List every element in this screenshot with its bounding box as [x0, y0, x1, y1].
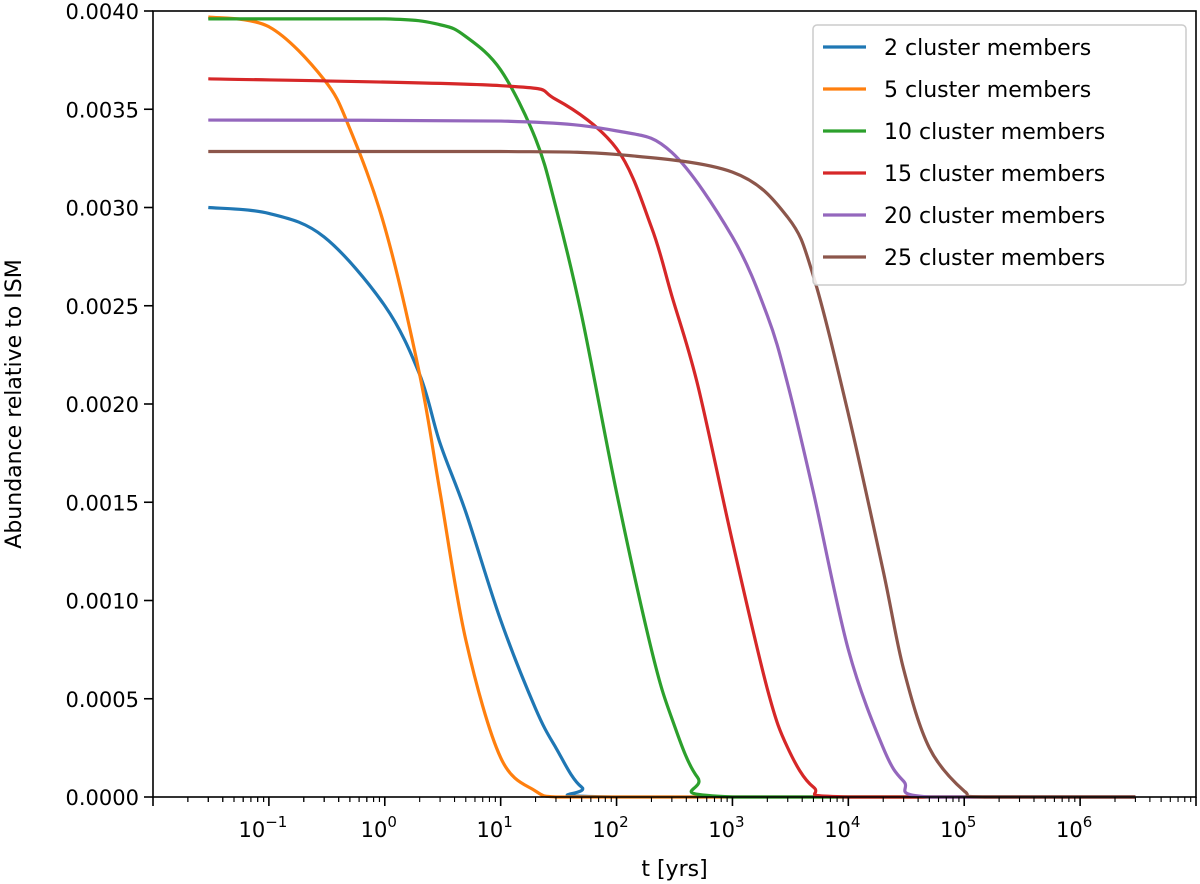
y-tick-label: 0.0015	[66, 491, 139, 515]
legend-entry: 20 cluster members	[884, 204, 1105, 229]
y-tick-label: 0.0040	[66, 0, 139, 24]
y-tick-label: 0.0020	[66, 393, 139, 417]
legend-entry: 10 cluster members	[884, 120, 1105, 145]
y-tick-label: 0.0035	[66, 98, 139, 122]
axes: 0.0000 0.0005 0.0010 0.0015 0.0020 0.0025 0.00…	[66, 0, 1197, 842]
x-tick-label: 101	[477, 813, 513, 842]
legend-entry: 2 cluster members	[884, 36, 1091, 61]
legend-entry: 5 cluster members	[884, 78, 1091, 103]
legend-box	[812, 24, 1187, 286]
series-line-5	[208, 118, 1136, 799]
legend: 2 cluster members 5 cluster members 10 clu…	[812, 24, 1187, 286]
x-tick-label: 102	[592, 813, 628, 842]
series-line-3	[208, 17, 1136, 799]
y-tick-label: 0.0005	[66, 688, 139, 712]
x-tick-label: 103	[708, 813, 744, 842]
y-tick-label: 0.0025	[66, 295, 139, 319]
series-line-4	[208, 77, 1136, 799]
x-tick-label: 106	[1056, 813, 1092, 842]
y-axis-label: Abundance relative to ISM	[2, 259, 27, 548]
y-tick-label: 0.0030	[66, 197, 139, 221]
legend-entry: 25 cluster members	[884, 246, 1105, 271]
x-tick-label: 104	[824, 813, 860, 842]
plot-area	[208, 15, 1136, 799]
x-tick-label: 100	[361, 813, 397, 842]
legend-entry: 15 cluster members	[884, 162, 1105, 187]
series-line-6	[208, 149, 1136, 799]
x-tick-label: 105	[940, 813, 976, 842]
x-tick-label: 10−1	[238, 813, 287, 842]
y-tick-label: 0.0010	[66, 590, 139, 614]
y-tick-label: 0.0000	[66, 786, 139, 810]
x-axis-label: t [yrs]	[641, 857, 707, 882]
